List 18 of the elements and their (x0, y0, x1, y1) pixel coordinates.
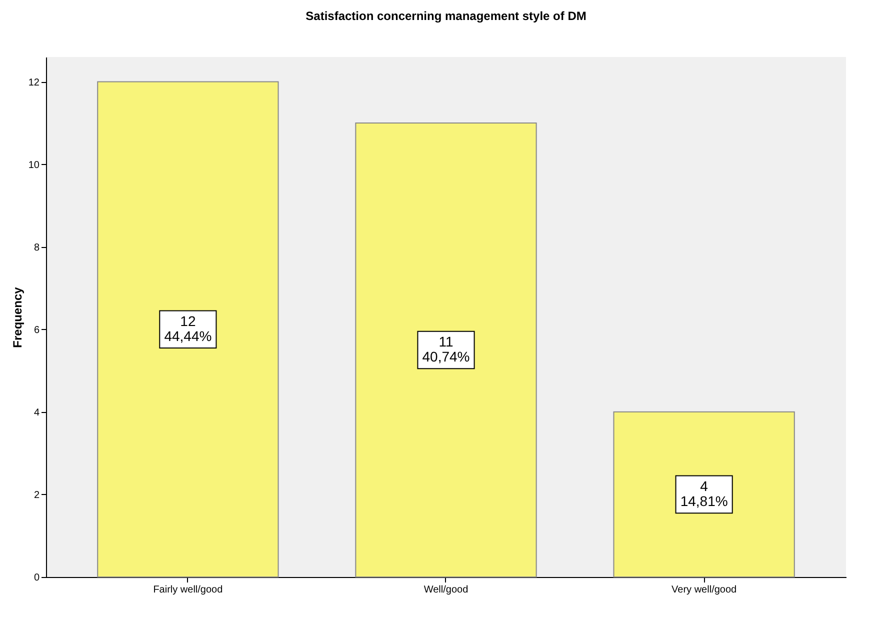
y-tick-label: 2 (34, 490, 40, 501)
y-tick-label: 0 (34, 572, 40, 584)
x-tick-label: Fairly well/good (153, 584, 223, 596)
chart-title: Satisfaction concerning management style of DM (306, 9, 586, 23)
y-tick-label: 4 (34, 407, 40, 418)
data-label: 12 44,44% (164, 312, 212, 344)
data-label: 11 40,74% (422, 334, 470, 365)
bar (355, 122, 537, 578)
y-tick-label: 10 (28, 160, 40, 171)
x-tick-label: Well/good (424, 584, 468, 596)
data-label: 4 14,81% (680, 478, 728, 509)
x-tick-label: Very well/good (672, 584, 737, 596)
y-tick-label: 6 (34, 324, 40, 336)
y-axis-title: Frequency (10, 286, 24, 348)
y-tick-label: 8 (34, 242, 40, 254)
bar (97, 81, 279, 578)
bar (613, 411, 795, 578)
y-tick-label: 12 (28, 77, 40, 88)
